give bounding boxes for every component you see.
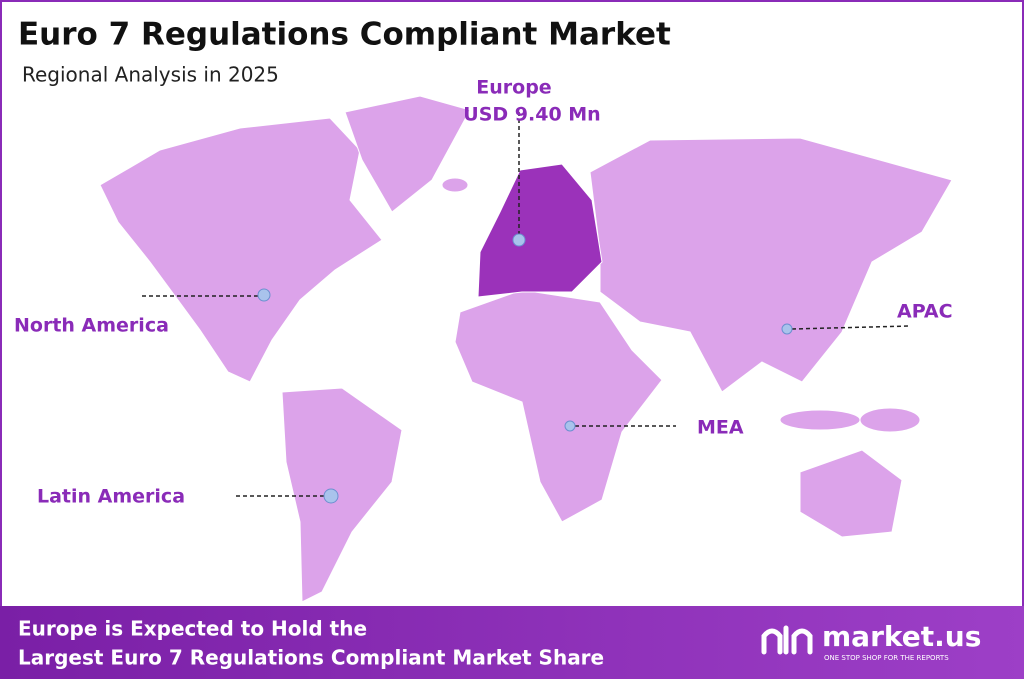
asia [589, 137, 953, 393]
north-america [99, 117, 383, 383]
logo-tagline: ONE STOP SHOP FOR THE REPORTS [824, 654, 949, 662]
marker [781, 323, 793, 335]
greenland [344, 95, 471, 213]
new-guinea [859, 407, 921, 433]
footer-line: Largest Euro 7 Regulations Compliant Mar… [18, 646, 604, 670]
africa [454, 289, 663, 523]
region-label: North America [14, 315, 169, 337]
logo-icon [761, 625, 813, 655]
footer-band [0, 606, 1024, 679]
footer-line: Europe is Expected to Hold the [18, 617, 367, 641]
logo: market.us ONE STOP SHOP FOR THE REPORTS [761, 620, 981, 662]
region-value: USD 9.40 Mn [463, 104, 600, 126]
marker [257, 288, 271, 302]
world-map [99, 95, 953, 603]
marker [512, 233, 526, 247]
indonesia [779, 409, 861, 431]
region-label: MEA [697, 417, 744, 439]
marker [323, 488, 339, 504]
title: Euro 7 Regulations Compliant Market [18, 17, 671, 53]
south-america [281, 387, 403, 603]
subtitle: Regional Analysis in 2025 [22, 63, 279, 87]
region-label: Latin America [37, 486, 185, 508]
marker [564, 420, 576, 432]
logo-text: market.us [822, 620, 981, 653]
europe [477, 163, 603, 298]
iceland [441, 177, 469, 193]
region-label: APAC [897, 301, 953, 323]
australia [799, 449, 903, 538]
leader-line [791, 325, 911, 330]
region-label: Europe [476, 77, 551, 99]
